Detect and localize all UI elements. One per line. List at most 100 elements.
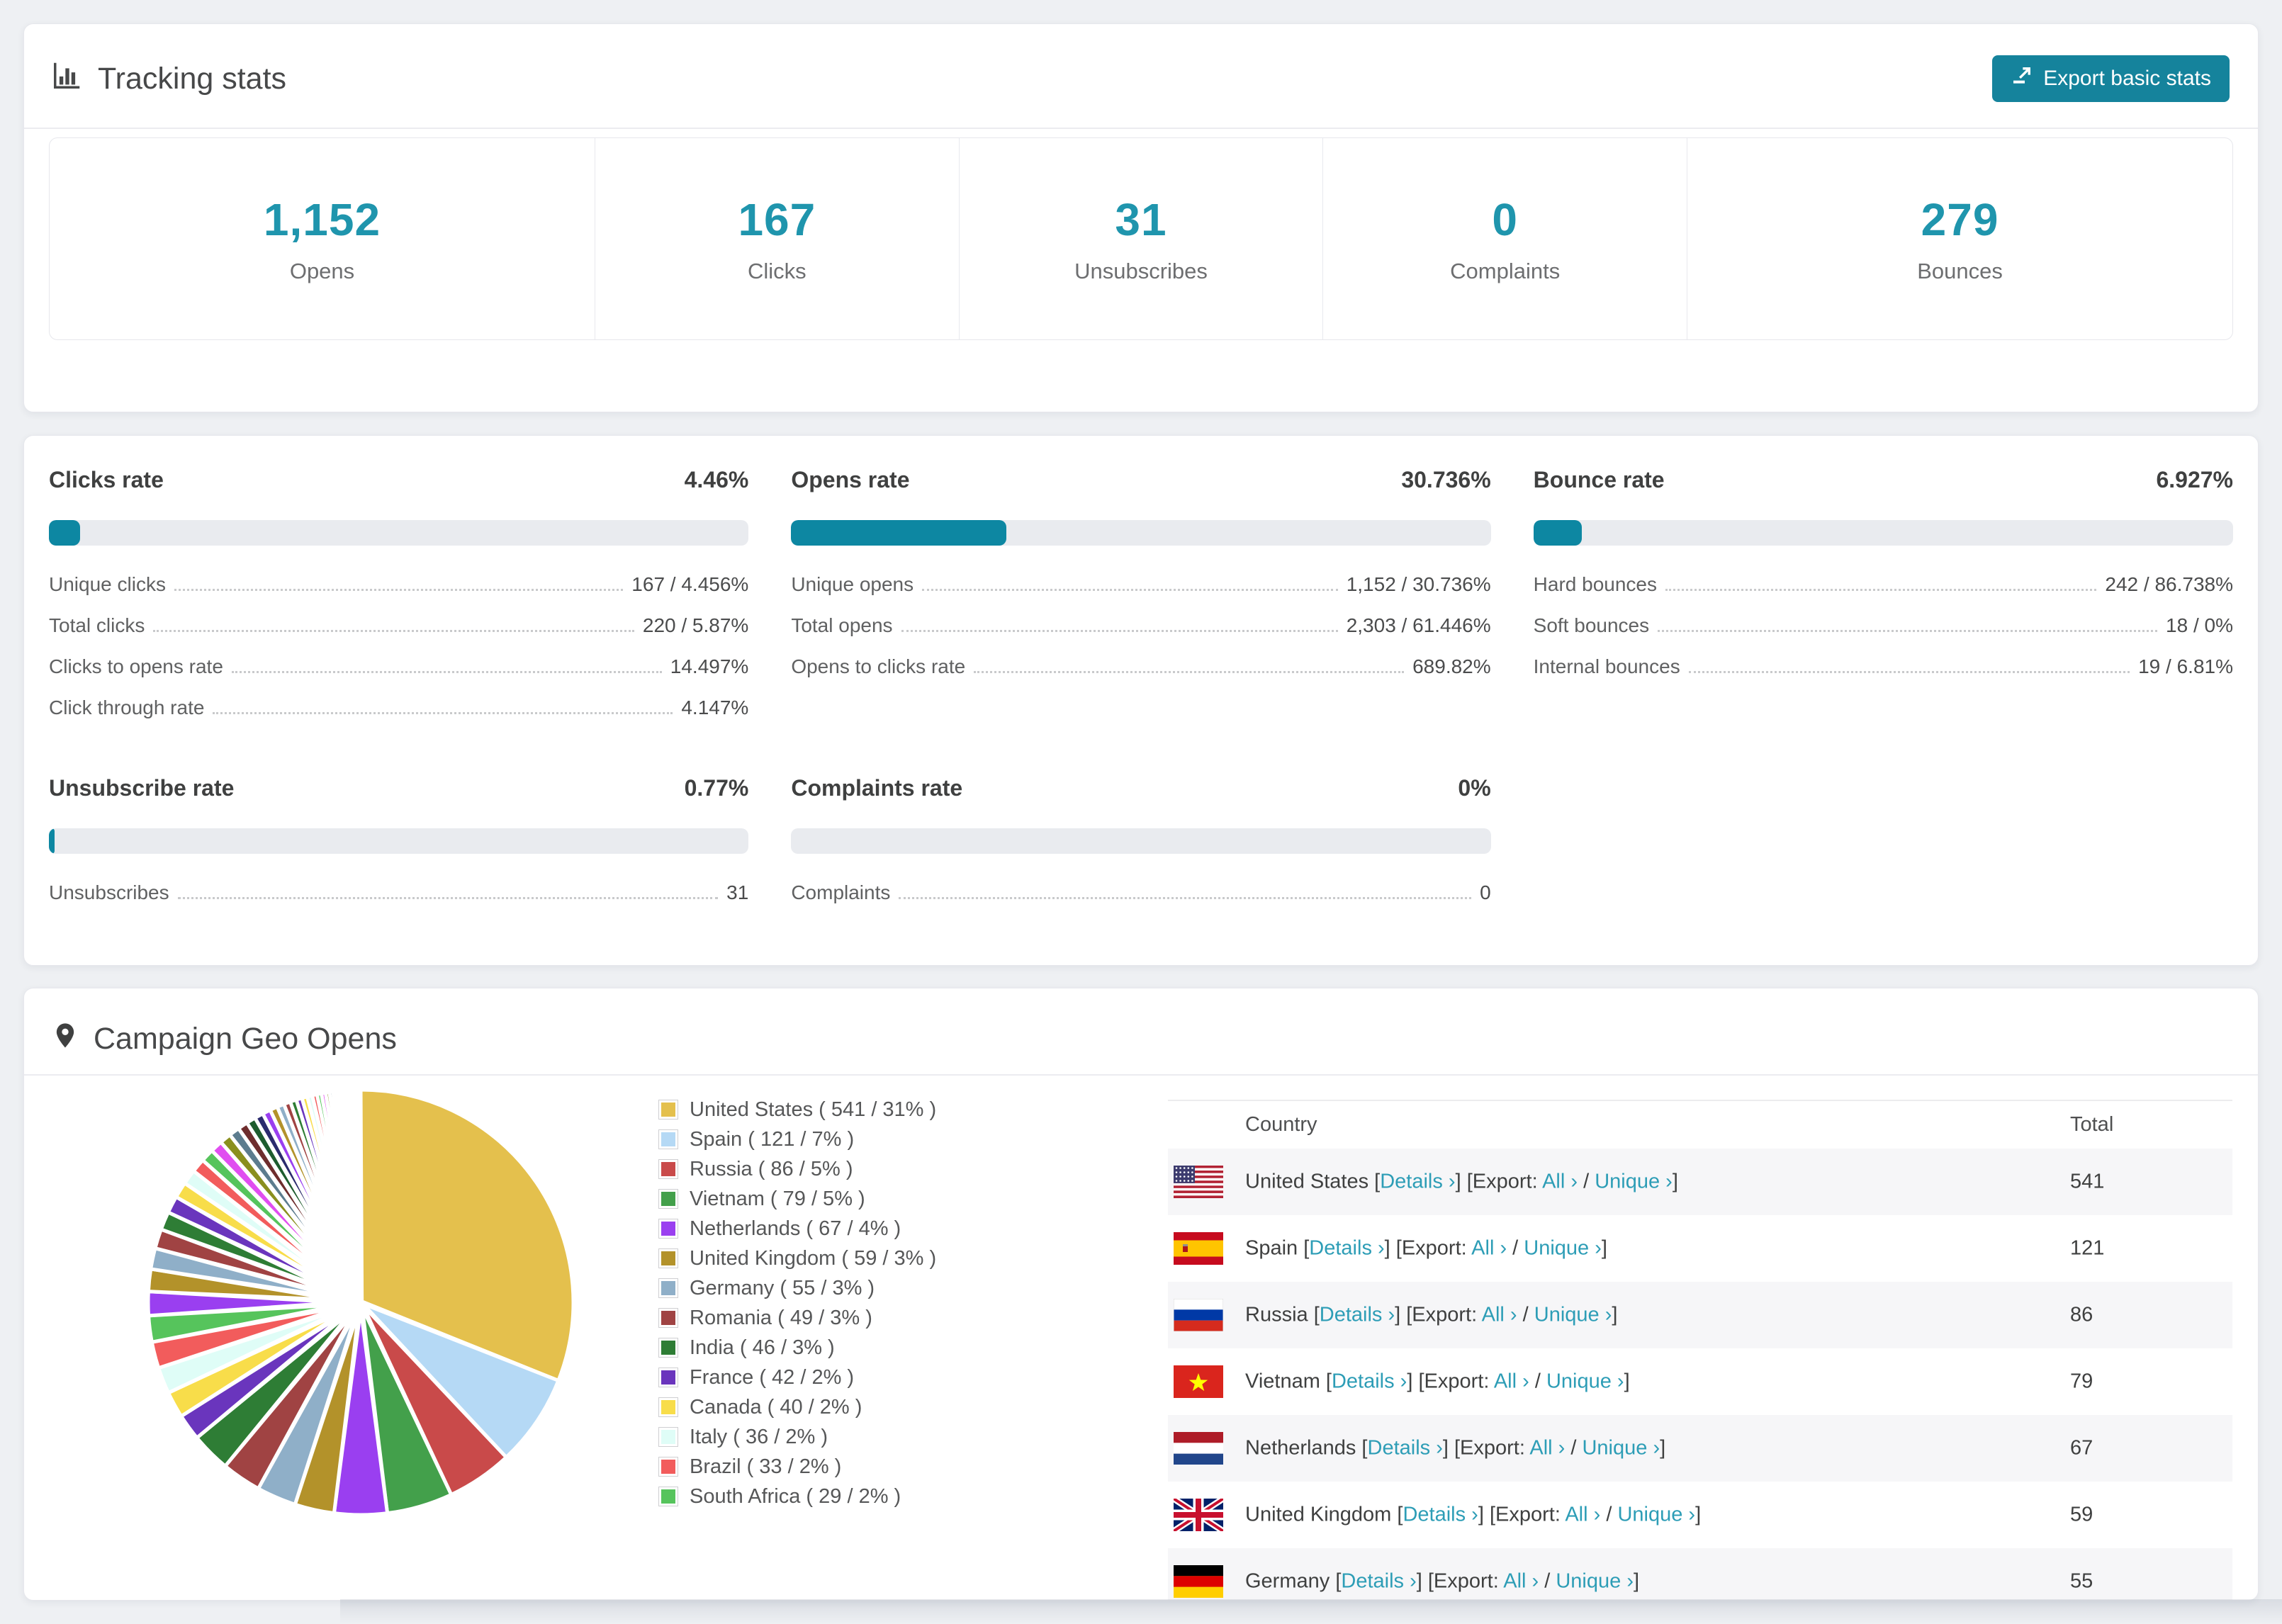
dotted-leader [1688,670,2130,673]
link-separator: / [1529,1370,1546,1393]
opens-rate-progress-fill [791,520,1006,546]
details-link[interactable]: Details › [1380,1170,1456,1193]
page-title: Tracking stats [98,61,287,96]
closing-bracket: ] [1695,1503,1702,1526]
legend-label: Italy ( 36 / 2% ) [690,1425,828,1448]
geo-opens-table: Country Total United States [Details ›] … [1168,1100,2232,1600]
link-separator: / [1565,1436,1583,1460]
metric-value: 4.147% [681,697,749,718]
details-link[interactable]: Details › [1403,1503,1478,1526]
country-cell: Germany [Details ›] [Export: All › / Uni… [1245,1570,1639,1594]
export-basic-stats-button[interactable]: Export basic stats [1992,55,2230,102]
export-unique-link[interactable]: Unique › [1546,1370,1624,1393]
legend-label: United States ( 541 / 31% ) [690,1098,937,1121]
legend-item: Italy ( 36 / 2% ) [658,1422,936,1452]
details-link[interactable]: Details › [1309,1236,1385,1260]
export-icon [2011,64,2033,93]
metric-row: Clicks to opens rate 14.497% [49,646,748,687]
complaints-rate-progress-bar [791,828,1491,854]
link-separator: / [1600,1503,1618,1526]
complaints-count: 0 [1492,194,1518,245]
clicks-rate-percentage: 4.46% [684,467,749,492]
metric-row: Soft bounces 18 / 0% [1534,605,2233,646]
ru-flag-icon [1173,1298,1224,1332]
export-unique-link[interactable]: Unique › [1556,1569,1634,1593]
export-all-link[interactable]: All › [1471,1236,1507,1260]
export-bracket-text: ] [Export: [1442,1436,1530,1460]
export-all-link[interactable]: All › [1481,1303,1517,1326]
tracking-stats-card: Tracking stats Export basic stats 1,152 … [23,23,2259,412]
legend-color-swatch [658,1129,678,1149]
country-cell: United Kingdom [Details ›] [Export: All … [1245,1504,1701,1527]
dotted-leader [922,588,1338,591]
country-name: Vietnam [ [1245,1370,1332,1393]
dotted-leader [231,670,662,673]
export-unique-link[interactable]: Unique › [1582,1436,1660,1460]
details-link[interactable]: Details › [1319,1303,1395,1326]
closing-bracket: ] [1633,1569,1640,1593]
total-value: 121 [2070,1236,2105,1260]
metric-row: Internal bounces 19 / 6.81% [1534,646,2233,687]
dotted-leader [1658,629,2158,632]
dotted-leader [899,896,1472,899]
closing-bracket: ] [1660,1436,1666,1460]
link-separator: / [1517,1303,1534,1326]
export-unique-link[interactable]: Unique › [1617,1503,1696,1526]
export-bracket-text: ] [Export: [1407,1370,1494,1393]
metric-value: 167 / 4.456% [631,573,749,595]
total-value: 59 [2070,1503,2093,1526]
export-unique-link[interactable]: Unique › [1534,1303,1612,1326]
rate-panel-bounce: Bounce rate 6.927% Hard bounces 242 / 86.73… [1533,467,2233,728]
metric-value: 2,303 / 61.446% [1346,614,1491,636]
empty-grid-cell [1534,775,2233,913]
metric-row: Unique opens 1,152 / 30.736% [791,564,1490,605]
unsubscribe-rate-progress-bar [49,828,749,854]
metric-label: Complaints [791,881,891,903]
metric-label: Unique opens [791,573,914,595]
metric-label: Hard bounces [1533,573,1657,595]
export-unique-link[interactable]: Unique › [1595,1170,1673,1193]
details-link[interactable]: Details › [1341,1569,1417,1593]
pie-legend: United States ( 541 / 31% ) Spain ( 121 /… [658,1095,936,1511]
metric-value: 31 [726,881,749,903]
export-all-link[interactable]: All › [1565,1503,1601,1526]
closing-bracket: ] [1612,1303,1618,1326]
country-name: Germany [ [1245,1569,1342,1593]
details-link[interactable]: Details › [1367,1436,1443,1460]
geo-title: Campaign Geo Opens [94,1022,397,1056]
legend-label: Vietnam ( 79 / 5% ) [690,1187,865,1210]
opens-count: 1,152 [263,194,381,245]
stat-box-unsubscribes: 31 Unsubscribes [958,138,1323,339]
legend-item: France ( 42 / 2% ) [658,1363,936,1392]
legend-item: Spain ( 121 / 7% ) [658,1124,936,1154]
legend-color-swatch [658,1487,678,1506]
metric-label: Opens to clicks rate [791,655,966,677]
metric-value: 242 / 86.738% [2105,573,2233,595]
metric-label: Clicks to opens rate [49,655,223,677]
export-all-link[interactable]: All › [1503,1569,1539,1593]
de-flag-icon [1174,1565,1223,1598]
dotted-leader [901,629,1338,632]
legend-label: India ( 46 / 3% ) [690,1336,835,1359]
export-all-link[interactable]: All › [1529,1436,1566,1460]
clicks-label: Clicks [748,259,806,283]
pie-slice[interactable] [356,1088,363,1238]
rate-panel-clicks: Clicks rate 4.46% Unique clicks 167 / 4.456… [49,467,749,728]
bounce-rate-heading: Bounce rate 6.927% [1534,467,2233,493]
link-separator: / [1578,1170,1595,1193]
details-link[interactable]: Details › [1331,1370,1407,1393]
pie-slice[interactable] [359,1088,575,1383]
export-unique-link[interactable]: Unique › [1524,1236,1602,1260]
export-button-label: Export basic stats [2043,67,2211,90]
legend-color-swatch [658,1278,678,1298]
metric-row: Hard bounces 242 / 86.738% [1534,564,2233,605]
pie-slice[interactable] [361,1302,561,1460]
legend-label: Canada ( 40 / 2% ) [690,1395,862,1419]
total-value: 541 [2070,1170,2105,1193]
export-all-link[interactable]: All › [1542,1170,1578,1193]
closing-bracket: ] [1624,1370,1630,1393]
country-cell: Spain [Details ›] [Export: All › / Uniqu… [1245,1237,1607,1261]
table-header-row: Country Total [1168,1101,2232,1149]
export-all-link[interactable]: All › [1493,1370,1529,1393]
clicks-count: 167 [738,194,816,245]
